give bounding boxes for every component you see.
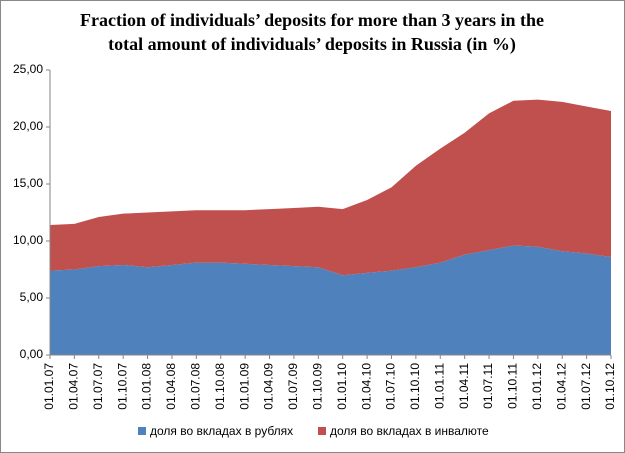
chart-title: total amount of individuals’ deposits in… xyxy=(108,34,516,55)
x-tick-label: 01.10.12 xyxy=(603,363,617,410)
legend-label: доля во вкладах в рублях xyxy=(150,424,293,438)
y-tick-label: 0,00 xyxy=(20,347,44,361)
x-tick-label: 01.01.07 xyxy=(42,363,56,410)
x-tick-label: 01.01.12 xyxy=(530,363,544,410)
x-tick-label: 01.07.09 xyxy=(286,363,300,410)
x-tick-label: 01.07.12 xyxy=(579,363,593,410)
x-tick-label: 01.04.07 xyxy=(67,363,81,410)
area xyxy=(50,245,611,355)
y-tick-label: 25,00 xyxy=(13,62,43,76)
y-tick-label: 10,00 xyxy=(13,233,43,247)
y-tick-label: 15,00 xyxy=(13,176,43,190)
chart-title: Fraction of individuals’ deposits for mo… xyxy=(80,10,544,30)
x-tick-label: 01.07.11 xyxy=(481,363,495,409)
legend-swatch xyxy=(318,427,326,435)
x-tick-label: 01.01.11 xyxy=(432,363,446,409)
y-tick-label: 5,00 xyxy=(20,290,44,304)
x-tick-label: 01.10.11 xyxy=(506,363,520,409)
x-tick-label: 01.04.10 xyxy=(359,363,373,410)
area xyxy=(50,99,611,276)
x-tick-label: 01.10.08 xyxy=(213,363,227,410)
x-tick-label: 01.01.10 xyxy=(335,363,349,410)
x-tick-label: 01.04.11 xyxy=(457,363,471,409)
x-tick-label: 01.10.09 xyxy=(310,363,324,410)
x-tick-label: 01.07.07 xyxy=(91,363,105,410)
x-tick-label: 01.10.10 xyxy=(408,363,422,410)
x-tick-label: 01.07.08 xyxy=(189,363,203,410)
x-tick-label: 01.04.09 xyxy=(262,363,276,410)
x-tick-label: 01.01.08 xyxy=(140,363,154,410)
x-tick-label: 01.04.08 xyxy=(164,363,178,410)
x-tick-label: 01.07.10 xyxy=(384,363,398,410)
x-tick-label: 01.01.09 xyxy=(237,363,251,410)
x-tick-label: 01.10.07 xyxy=(115,363,129,410)
x-tick-label: 01.04.12 xyxy=(554,363,568,410)
y-tick-label: 20,00 xyxy=(13,119,43,133)
legend-label: доля во вкладах в инвалюте xyxy=(330,424,489,438)
legend-swatch xyxy=(138,427,146,435)
